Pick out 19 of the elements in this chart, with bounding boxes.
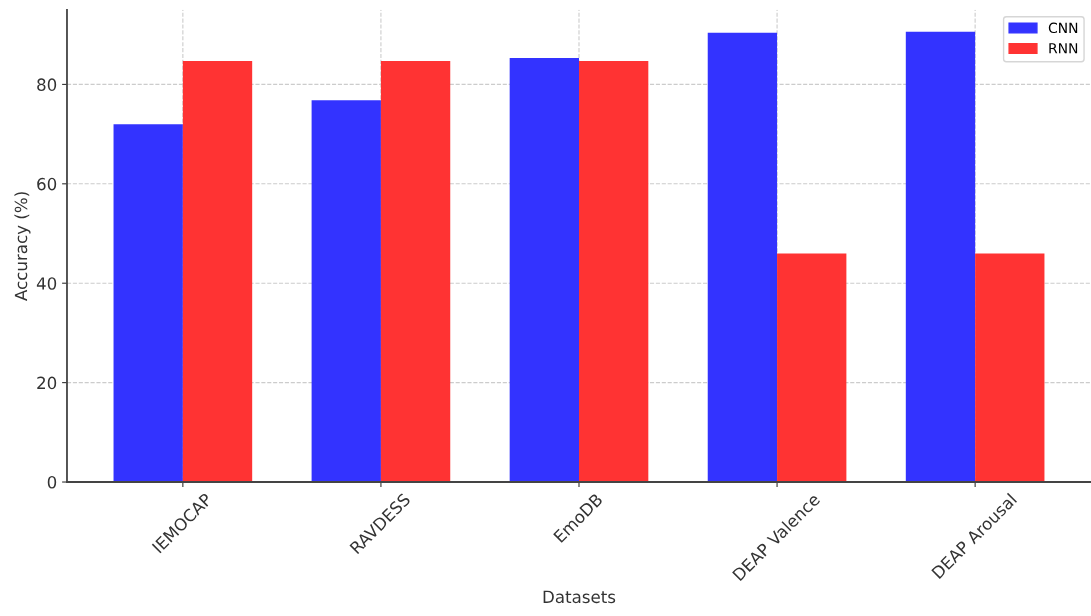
bar <box>707 32 778 483</box>
y-tick-label: 40 <box>36 277 57 290</box>
bar <box>905 31 976 483</box>
bar <box>311 100 381 483</box>
bar <box>777 253 847 483</box>
bar <box>578 61 649 483</box>
y-tick-label: 20 <box>37 376 57 390</box>
legend-label: CNN <box>1048 22 1078 34</box>
bar <box>113 124 183 483</box>
y-axis-title: Accuracy (%) <box>14 192 31 301</box>
y-tick-label: 0 <box>47 475 57 489</box>
bar <box>509 58 579 483</box>
x-axis-title: Datasets <box>543 590 616 604</box>
y-tick-label: 80 <box>37 78 57 91</box>
bar <box>182 61 253 483</box>
y-tick-label: 60 <box>37 177 57 191</box>
bar <box>380 61 451 483</box>
bar <box>975 253 1045 483</box>
legend-label: RNN <box>1049 43 1078 54</box>
